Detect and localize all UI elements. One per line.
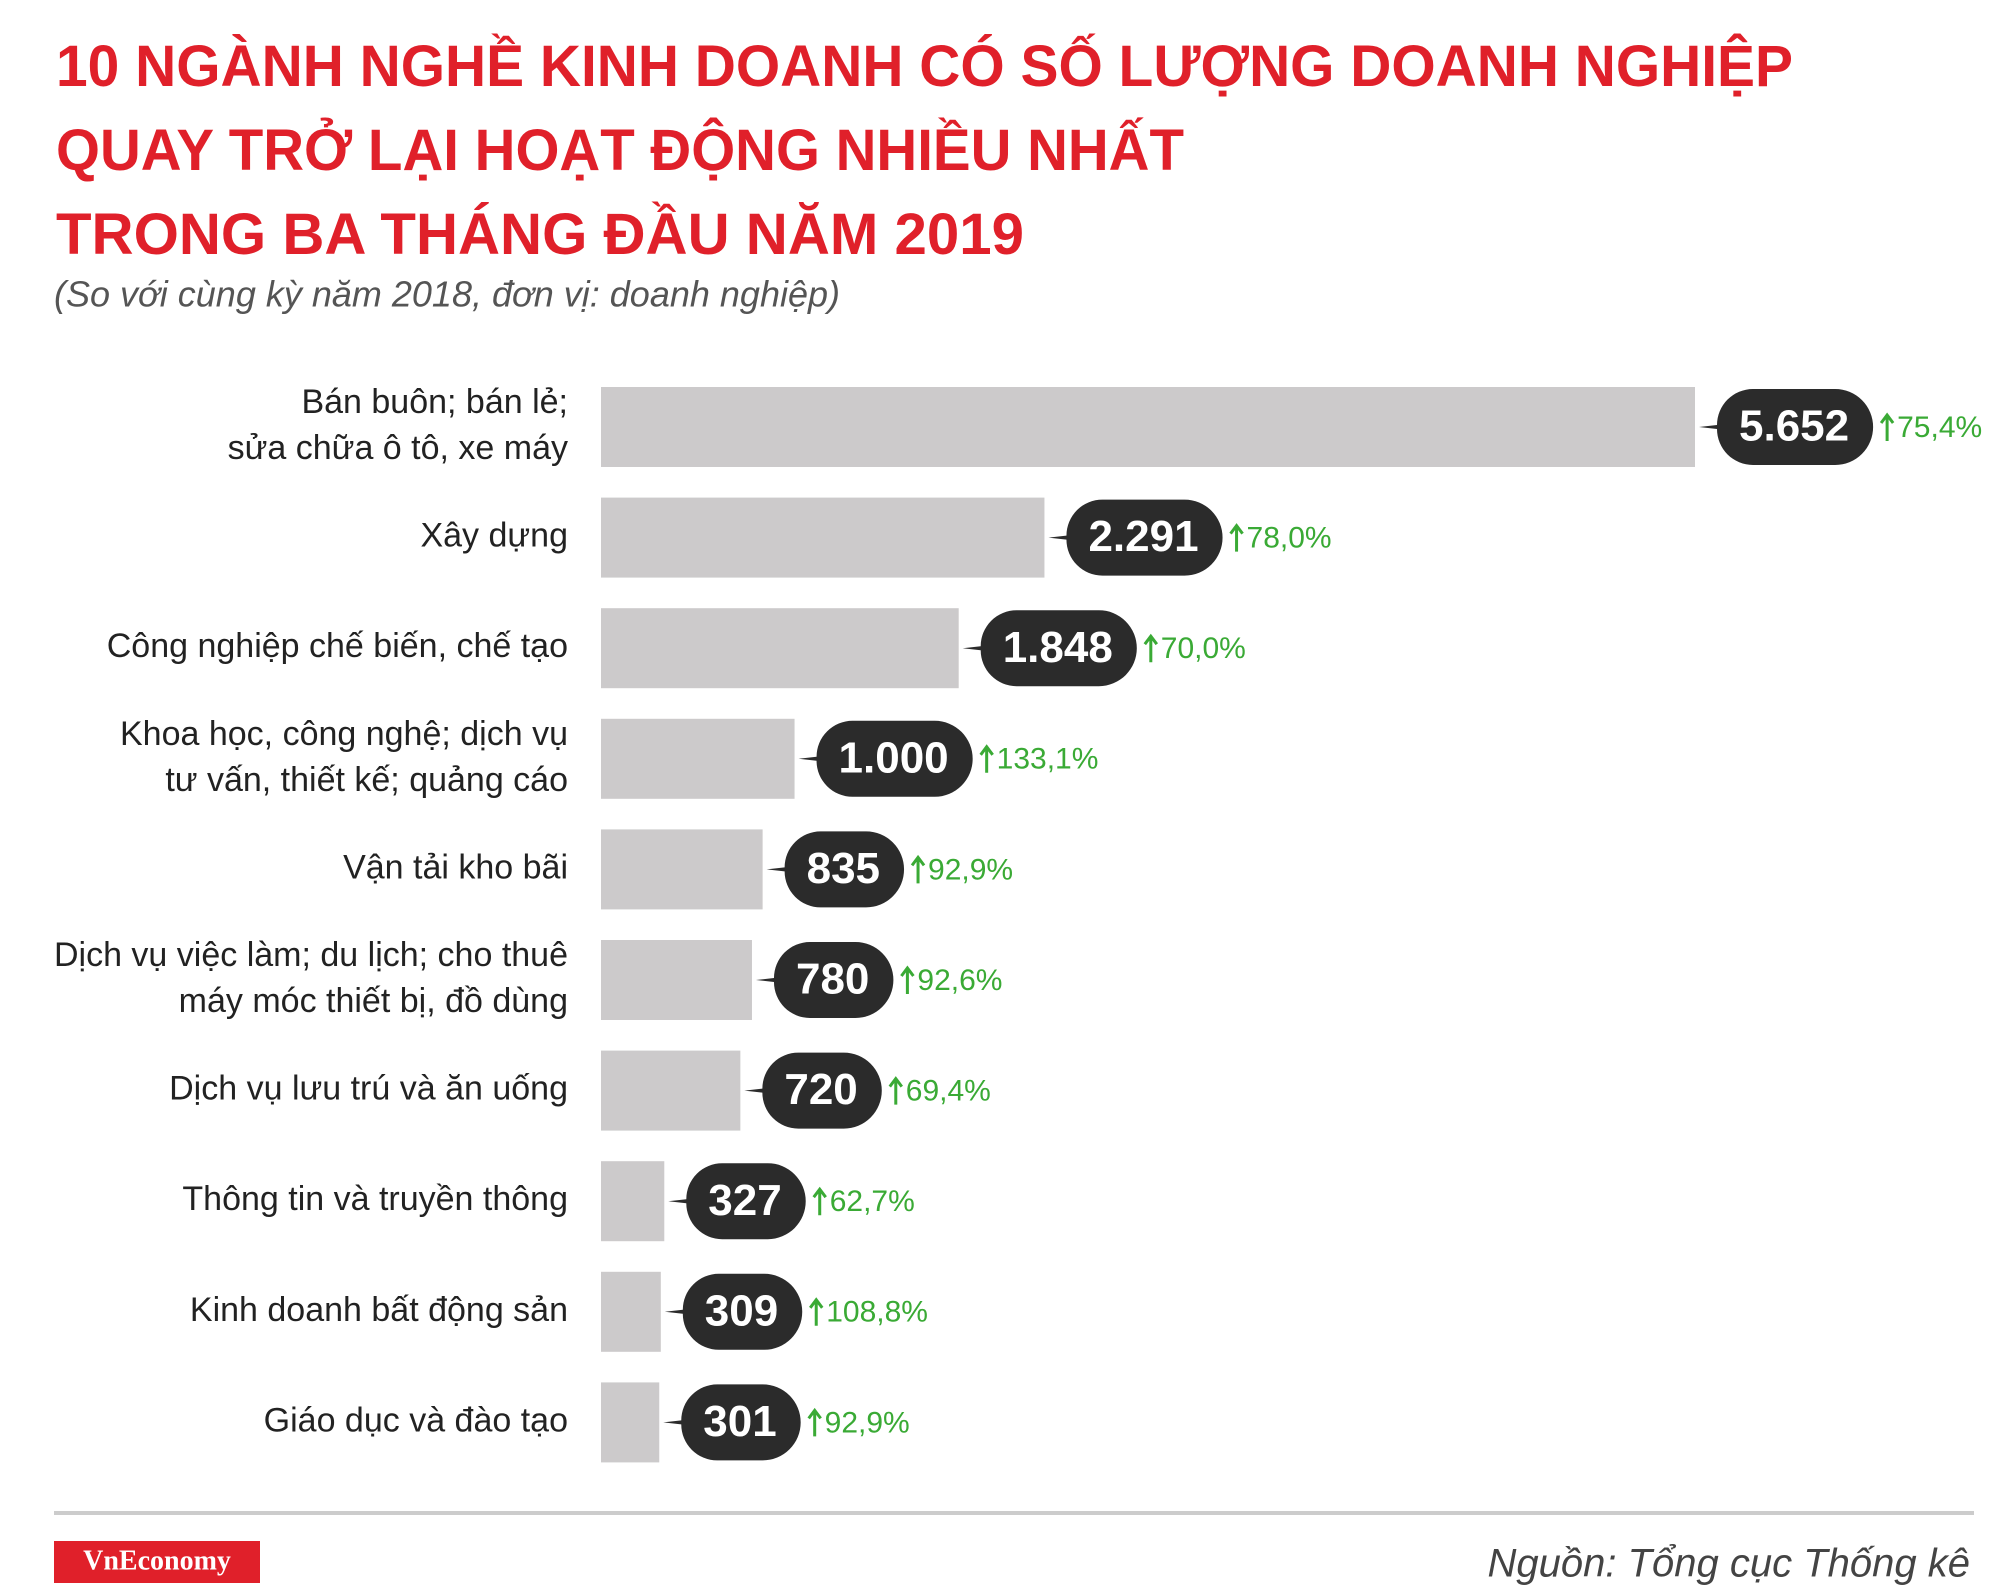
value-bubble: [744, 1052, 882, 1129]
growth-label: 75,4%: [1897, 411, 1982, 444]
category-label: Thông tin và truyền thông: [182, 1180, 568, 1218]
bar: [601, 940, 752, 1020]
growth-arrow: [888, 1076, 903, 1105]
category-label: Xây dựng: [420, 517, 568, 555]
category-label: Bán buôn; bán lẻ;: [301, 383, 568, 421]
category-label: tư vấn, thiết kế; quảng cáo: [165, 761, 568, 799]
category-label: Dịch vụ lưu trú và ăn uống: [169, 1070, 568, 1108]
growth-arrow: [1143, 633, 1159, 663]
value-bubble: [766, 831, 905, 908]
chart-title: QUAY TRỞ LẠI HOẠT ĐỘNG NHIỀU NHẤT: [56, 118, 1184, 183]
value-bubble: [962, 610, 1137, 687]
growth-label: 92,6%: [917, 964, 1002, 997]
growth-arrow: [809, 1297, 824, 1326]
category-label: Vận tải kho bãi: [343, 848, 568, 886]
subtitle: (So với cùng kỳ năm 2018, đơn vị: doanh …: [54, 274, 840, 315]
category-label: Khoa học, công nghệ; dịch vụ: [120, 715, 568, 753]
value-bubble: [755, 942, 894, 1018]
growth-arrow: [812, 1186, 827, 1216]
chart-title: TRONG BA THÁNG ĐẦU NĂM 2019: [56, 202, 1024, 267]
logo-box: [54, 1541, 260, 1583]
category-label: Dịch vụ việc làm; du lịch; cho thuê: [54, 936, 568, 974]
growth-label: 70,0%: [1161, 632, 1246, 665]
value-label: 327: [708, 1176, 781, 1225]
growth-arrow: [807, 1407, 822, 1437]
value-label: 2.291: [1088, 512, 1198, 561]
category-label: máy móc thiết bị, đồ dùng: [179, 982, 568, 1020]
bar: [601, 718, 795, 799]
value-bubble: [663, 1384, 801, 1461]
value-label: 5.652: [1739, 402, 1849, 451]
value-bubble: [1699, 389, 1874, 465]
growth-label: 133,1%: [997, 743, 1099, 776]
bar: [601, 1382, 660, 1463]
growth-arrow: [1879, 412, 1895, 441]
growth-label: 92,9%: [928, 853, 1013, 886]
growth-label: 69,4%: [906, 1075, 991, 1108]
growth-label: 78,0%: [1247, 522, 1332, 555]
growth-label: 92,9%: [825, 1406, 910, 1439]
growth-arrow: [900, 965, 915, 994]
value-label: 301: [703, 1397, 776, 1446]
growth-arrow: [1229, 523, 1244, 552]
value-bubble: [798, 720, 973, 797]
bar: [601, 829, 763, 910]
growth-label: 62,7%: [830, 1185, 915, 1218]
value-label: 309: [705, 1286, 778, 1335]
growth-arrow: [910, 854, 926, 884]
category-label: Công nghiệp chế biến, chế tạo: [107, 627, 568, 665]
category-label: Kinh doanh bất động sản: [190, 1291, 568, 1329]
logo: VnEconomy: [83, 1545, 231, 1576]
source: Nguồn: Tổng cục Thống kê: [1487, 1542, 1970, 1586]
chart-title: 10 NGÀNH NGHỀ KINH DOANH CÓ SỐ LƯỢNG DOA…: [56, 34, 1793, 99]
bar: [601, 1271, 661, 1352]
value-label: 720: [784, 1065, 857, 1114]
bar: [601, 387, 1695, 467]
bar: [601, 1161, 665, 1242]
value-label: 1.848: [1003, 623, 1113, 672]
bar: [601, 608, 959, 689]
growth-label: 108,8%: [826, 1296, 928, 1329]
bar: [601, 497, 1045, 578]
growth-arrow: [979, 744, 994, 773]
value-label: 1.000: [839, 733, 949, 782]
value-bubble: [668, 1163, 806, 1240]
category-label: sửa chữa ô tô, xe máy: [228, 429, 568, 467]
bar: [601, 1050, 741, 1131]
value-bubble: [1048, 499, 1223, 576]
category-label: Giáo dục và đào tạo: [264, 1401, 568, 1439]
value-label: 780: [796, 955, 869, 1004]
value-bubble: [664, 1273, 803, 1350]
value-label: 835: [807, 844, 880, 893]
